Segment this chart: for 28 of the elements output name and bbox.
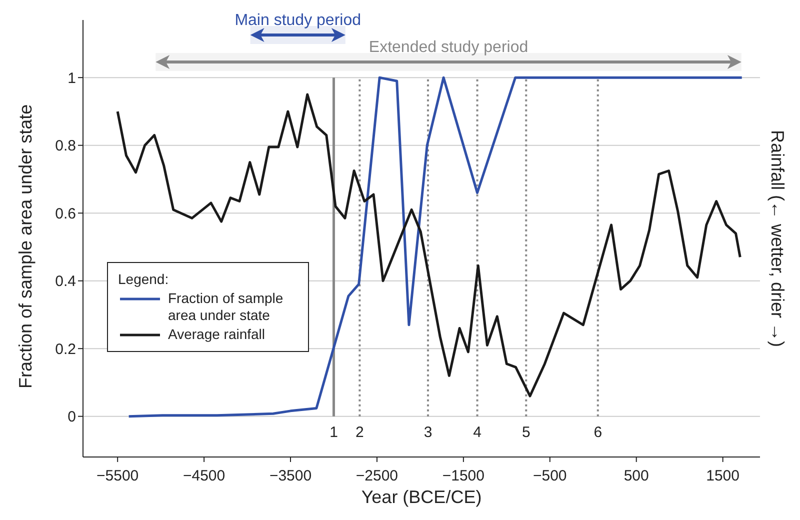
- y2-axis-title: Rainfall (← wetter, drier →): [768, 130, 788, 348]
- x-axis-title: Year (BCE/CE): [361, 487, 482, 507]
- band-label: Extended study period: [368, 39, 528, 56]
- x-tick-label: −2500: [356, 468, 398, 485]
- x-tick-label: 500: [624, 468, 649, 485]
- x-tick-label: −1500: [442, 468, 485, 485]
- y-tick-label: 0.4: [55, 273, 76, 290]
- annotation: 2: [356, 424, 364, 441]
- y-tick-label: 0.8: [55, 138, 76, 155]
- x-tick-label: −4500: [182, 468, 226, 485]
- x-tick-label: −5500: [96, 468, 139, 485]
- y-tick-label: 0.2: [55, 340, 76, 358]
- y-tick-label: 1: [68, 70, 76, 87]
- x-tick-label: 1500: [706, 468, 740, 485]
- legend-label: Fraction of sample area under state: [168, 290, 284, 324]
- annotation: 4: [473, 424, 482, 441]
- annotation: 6: [594, 424, 602, 441]
- y-axis-title: Fraction of sample area under state: [15, 104, 36, 388]
- annotation: 5: [522, 424, 530, 441]
- annotation: 1: [330, 424, 338, 441]
- annotation: 3: [424, 424, 432, 441]
- legend-title: Legend:: [118, 271, 170, 287]
- y-tick-label: 0.6: [55, 205, 76, 222]
- x-tick-label: −3500: [269, 468, 312, 485]
- x-tick-label: −500: [533, 468, 567, 485]
- band-label: Main study period: [234, 12, 362, 29]
- legend-label: Average rainfall: [168, 326, 266, 343]
- y-tick-label: 0: [68, 408, 76, 426]
